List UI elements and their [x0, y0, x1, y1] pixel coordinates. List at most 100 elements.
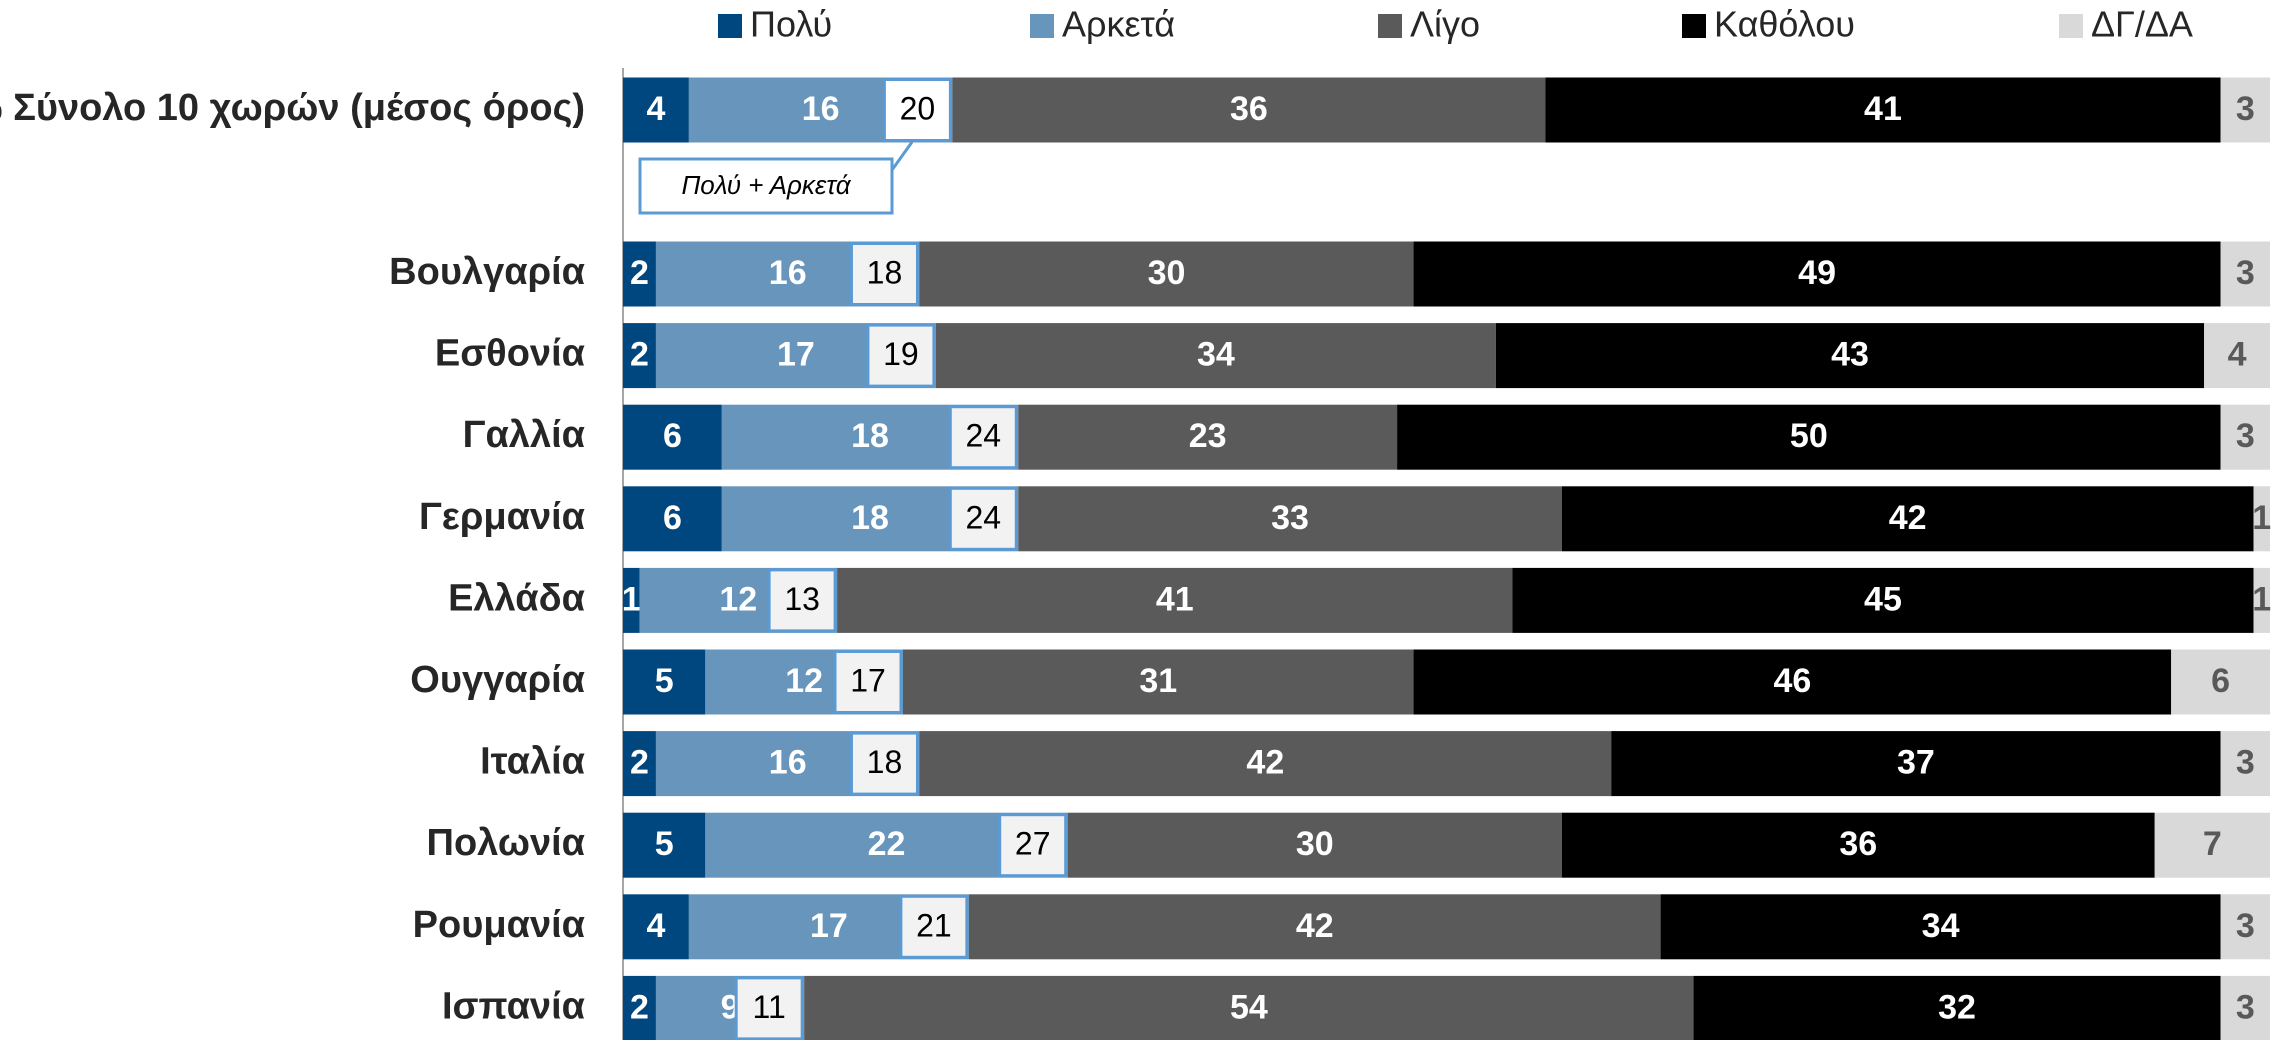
bar-segment: [1611, 731, 2221, 797]
category-label: Εσθονία: [435, 333, 585, 375]
legend-label: Πολύ: [750, 4, 832, 45]
category-label: Ρουμανία: [413, 904, 585, 946]
bar-segment: [1067, 812, 1562, 878]
segment-label: 16: [769, 744, 807, 782]
bar-segment: [1413, 241, 2221, 307]
segment-label: 3: [2236, 988, 2255, 1026]
segment-label: 41: [1156, 580, 1194, 618]
bar-segment: [2253, 486, 2270, 552]
sum-box: [866, 323, 936, 388]
callout-box: [638, 157, 894, 215]
segment-label: 4: [646, 90, 665, 128]
legend-swatch: [1378, 14, 1402, 38]
segment-label: 12: [785, 662, 823, 700]
segment-label: 2: [630, 336, 649, 374]
category-label: % Σύνολο 10 χωρών (μέσος όρος): [0, 87, 585, 129]
segment-label: 42: [1296, 907, 1334, 945]
segment-label: 3: [2236, 254, 2255, 292]
callout-text: Πολύ + Αρκετά: [681, 170, 851, 200]
sum-box: [767, 568, 837, 633]
legend-label: Αρκετά: [1062, 4, 1175, 45]
bar-segment: [1561, 486, 2254, 552]
sum-label: 17: [850, 662, 886, 698]
segment-label: 43: [1831, 336, 1869, 374]
bar-segment: [1512, 567, 2254, 633]
bar-segment: [2220, 241, 2270, 307]
segment-label: 12: [719, 580, 757, 618]
segment-label: 1: [622, 580, 641, 618]
sum-box: [899, 894, 969, 959]
segment-label: 36: [1839, 825, 1877, 863]
segment-label: 34: [1197, 336, 1235, 374]
legend-label: Καθόλου: [1714, 4, 1855, 45]
segment-label: 4: [2228, 336, 2247, 374]
bar-segment: [919, 241, 1414, 307]
category-label: Ελλάδα: [448, 577, 585, 619]
bar-segment: [1495, 323, 2205, 389]
bar-segment: [623, 731, 656, 797]
bar-segment: [623, 649, 706, 715]
category-label: Ισπανία: [442, 985, 585, 1027]
bar-segment: [919, 731, 1612, 797]
sum-box: [849, 242, 919, 306]
sum-box: [734, 976, 804, 1040]
bar-segment: [623, 975, 656, 1040]
segment-label: 6: [663, 417, 682, 455]
segment-label: 5: [655, 662, 674, 700]
category-label: Βουλγαρία: [389, 251, 585, 293]
legend-label: ΔΓ/ΔΑ: [2091, 4, 2193, 45]
segment-label: 1: [2252, 499, 2271, 537]
sum-label: 19: [883, 336, 919, 372]
bar-segment: [1397, 404, 2221, 470]
legend-label: Λίγο: [1410, 4, 1480, 45]
bar-segment: [1660, 894, 2221, 960]
bar-segment: [2204, 323, 2270, 389]
bar-segment: [2171, 649, 2270, 715]
sum-label: 24: [965, 499, 1001, 535]
sum-label: 27: [1015, 826, 1051, 862]
category-label: Ουγγαρία: [410, 659, 585, 701]
bar-segment: [623, 486, 722, 552]
segment-label: 1: [2252, 580, 2271, 618]
sum-box: [998, 813, 1068, 878]
bar-segment: [623, 404, 722, 470]
segment-label: 2: [630, 988, 649, 1026]
segment-label: 36: [1230, 90, 1268, 128]
sum-box: [833, 650, 903, 714]
sum-label: 13: [784, 581, 820, 617]
segment-label: 6: [2211, 662, 2230, 700]
segment-label: 30: [1148, 254, 1186, 292]
segment-label: 32: [1938, 988, 1976, 1026]
segment-label: 3: [2236, 907, 2255, 945]
bar-segment: [2253, 567, 2270, 633]
segment-label: 18: [851, 499, 889, 537]
sum-label: 11: [753, 989, 786, 1025]
segment-label: 33: [1271, 499, 1309, 537]
legend-swatch: [718, 14, 742, 38]
callout-arrow: [890, 141, 914, 171]
sum-label: 24: [965, 418, 1001, 454]
segment-label: 49: [1798, 254, 1836, 292]
sum-box: [948, 405, 1018, 470]
segment-label: 3: [2236, 744, 2255, 782]
bar-segment: [623, 241, 656, 307]
segment-label: 41: [1864, 90, 1902, 128]
bar-segment: [2220, 731, 2270, 797]
segment-label: 30: [1296, 825, 1334, 863]
bar-segment: [623, 567, 640, 633]
segment-label: 50: [1790, 417, 1828, 455]
bar-segment: [837, 567, 1513, 633]
segment-label: 3: [2236, 417, 2255, 455]
bar-segment: [2220, 404, 2270, 470]
bar-segment: [2220, 77, 2270, 143]
sum-box: [948, 486, 1018, 551]
bar-segment: [623, 894, 689, 960]
bar-segment: [935, 323, 1496, 389]
bar-segment: [1693, 975, 2221, 1040]
segment-label: 42: [1246, 744, 1284, 782]
bar-segment: [968, 894, 1661, 960]
bar-segment: [2220, 894, 2270, 960]
legend-swatch: [1030, 14, 1054, 38]
segment-label: 18: [851, 417, 889, 455]
bar-segment: [1561, 812, 2155, 878]
